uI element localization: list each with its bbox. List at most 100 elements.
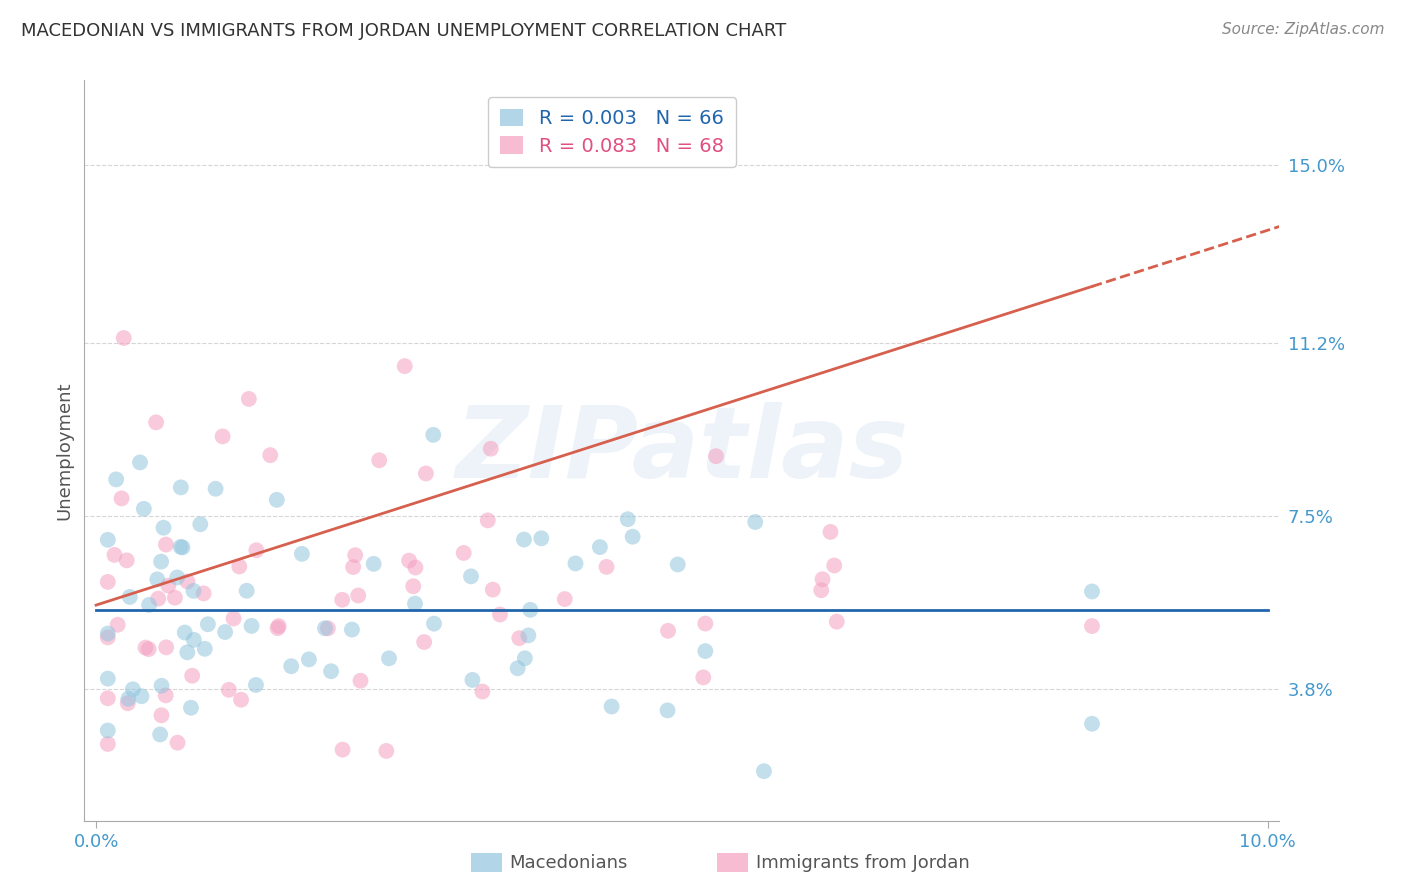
- Text: Macedonians: Macedonians: [509, 854, 627, 871]
- Point: [103, 548, 125, 562]
- Point: [155, 537, 177, 551]
- Point: [229, 692, 252, 706]
- Point: [530, 531, 553, 545]
- Point: [150, 679, 173, 693]
- Point: [657, 624, 679, 638]
- Point: [823, 558, 845, 573]
- Point: [314, 621, 336, 635]
- Point: [183, 632, 205, 647]
- Point: [110, 491, 132, 506]
- Point: [181, 669, 204, 683]
- Point: [422, 428, 444, 442]
- Point: [513, 533, 536, 547]
- Point: [122, 682, 145, 697]
- Point: [752, 764, 775, 779]
- Point: [155, 640, 177, 655]
- Point: [363, 557, 385, 571]
- Point: [404, 597, 426, 611]
- Point: [259, 448, 281, 462]
- Point: [471, 684, 494, 698]
- Point: [398, 554, 420, 568]
- Point: [460, 569, 482, 583]
- Point: [342, 560, 364, 574]
- Point: [197, 617, 219, 632]
- Point: [316, 621, 339, 635]
- Point: [214, 625, 236, 640]
- Point: [150, 708, 173, 723]
- Point: [666, 558, 689, 572]
- Point: [368, 453, 391, 467]
- Point: [811, 572, 834, 586]
- Point: [148, 591, 170, 606]
- Point: [413, 635, 436, 649]
- Point: [595, 560, 617, 574]
- Point: [132, 501, 155, 516]
- Point: [176, 574, 198, 589]
- Point: [176, 645, 198, 659]
- Point: [228, 559, 250, 574]
- Text: Source: ZipAtlas.com: Source: ZipAtlas.com: [1222, 22, 1385, 37]
- Point: [508, 631, 530, 645]
- Point: [589, 540, 612, 554]
- Point: [188, 517, 211, 532]
- Point: [166, 736, 188, 750]
- Point: [415, 467, 437, 481]
- Point: [240, 619, 263, 633]
- Point: [344, 548, 367, 562]
- Point: [506, 661, 529, 675]
- Point: [222, 611, 245, 625]
- Point: [704, 449, 727, 463]
- Point: [394, 359, 416, 373]
- Point: [423, 616, 446, 631]
- Point: [692, 670, 714, 684]
- Point: [97, 691, 120, 706]
- Point: [621, 530, 644, 544]
- Point: [173, 625, 195, 640]
- Point: [97, 631, 120, 645]
- Point: [332, 742, 354, 756]
- Point: [146, 573, 169, 587]
- Point: [97, 626, 120, 640]
- Text: MACEDONIAN VS IMMIGRANTS FROM JORDAN UNEMPLOYMENT CORRELATION CHART: MACEDONIAN VS IMMIGRANTS FROM JORDAN UNE…: [21, 22, 786, 40]
- Point: [107, 617, 129, 632]
- Point: [564, 557, 586, 571]
- Point: [170, 480, 193, 494]
- Point: [193, 586, 215, 600]
- Point: [157, 579, 180, 593]
- Point: [97, 574, 120, 589]
- Point: [155, 689, 177, 703]
- Point: [245, 678, 267, 692]
- Point: [319, 665, 342, 679]
- Point: [461, 673, 484, 687]
- Point: [298, 652, 321, 666]
- Point: [1081, 716, 1104, 731]
- Point: [347, 589, 370, 603]
- Point: [235, 583, 257, 598]
- Point: [291, 547, 314, 561]
- Text: Immigrants from Jordan: Immigrants from Jordan: [756, 854, 970, 871]
- Point: [810, 583, 832, 598]
- Point: [134, 640, 156, 655]
- Point: [453, 546, 475, 560]
- Point: [145, 415, 167, 429]
- Point: [172, 541, 194, 555]
- Point: [115, 553, 138, 567]
- Y-axis label: Unemployment: Unemployment: [55, 381, 73, 520]
- Point: [375, 744, 398, 758]
- Point: [183, 583, 205, 598]
- Point: [170, 540, 193, 554]
- Point: [138, 642, 160, 657]
- Point: [519, 603, 541, 617]
- Point: [131, 690, 153, 704]
- Point: [825, 615, 848, 629]
- Point: [820, 524, 842, 539]
- Point: [150, 555, 173, 569]
- Point: [129, 455, 152, 469]
- Point: [218, 682, 240, 697]
- Point: [238, 392, 260, 406]
- Point: [513, 651, 536, 665]
- Point: [340, 623, 363, 637]
- Point: [402, 579, 425, 593]
- Point: [657, 703, 679, 717]
- Point: [267, 619, 290, 633]
